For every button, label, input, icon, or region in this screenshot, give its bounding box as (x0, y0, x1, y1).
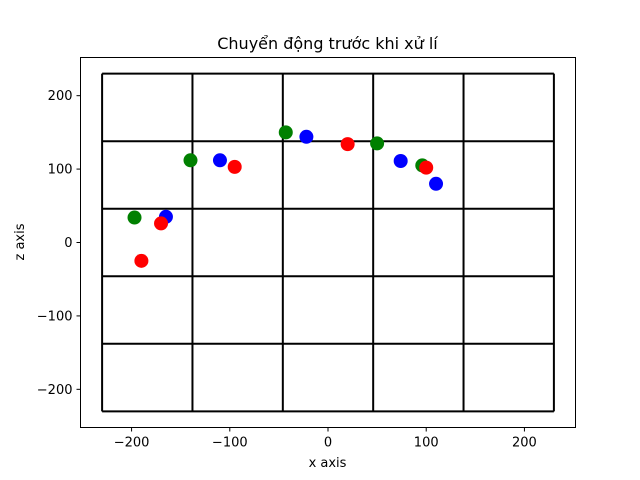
data-point-s1-3 (393, 154, 408, 169)
data-point-s2-3 (340, 137, 355, 152)
data-point-s2-4 (419, 160, 434, 175)
data-point-s2-0 (134, 253, 149, 268)
y-tick-label: −100 (37, 309, 73, 324)
x-tick-label: −100 (212, 436, 248, 451)
grid (101, 72, 555, 413)
data-point-s0-3 (370, 136, 385, 151)
y-tick-label: 0 (64, 236, 72, 251)
chart-title: Chuyển động trước khi xử lí (217, 34, 438, 53)
data-point-s1-2 (299, 129, 314, 144)
x-tick-label: −200 (114, 436, 150, 451)
x-axis-label: x axis (309, 456, 347, 471)
data-points (127, 125, 444, 268)
y-axis-label: z axis (13, 223, 28, 260)
y-tick-label: 100 (48, 163, 73, 178)
data-point-s0-1 (183, 153, 198, 168)
data-point-s2-1 (154, 216, 169, 231)
data-point-s1-4 (429, 176, 444, 191)
x-tick-label: 200 (512, 436, 537, 451)
data-point-s0-2 (278, 125, 293, 140)
data-point-s0-0 (127, 210, 142, 225)
data-point-s1-1 (212, 153, 227, 168)
data-point-s2-2 (227, 159, 242, 174)
x-tick-label: 0 (324, 436, 332, 451)
plot-frame (80, 57, 576, 428)
x-axis-ticks: −200 −100 0 100 200 (114, 427, 537, 451)
y-tick-label: −200 (37, 383, 73, 398)
y-axis-ticks: −200 −100 0 100 200 (37, 89, 81, 398)
x-tick-label: 100 (414, 436, 439, 451)
y-tick-label: 200 (48, 89, 73, 104)
